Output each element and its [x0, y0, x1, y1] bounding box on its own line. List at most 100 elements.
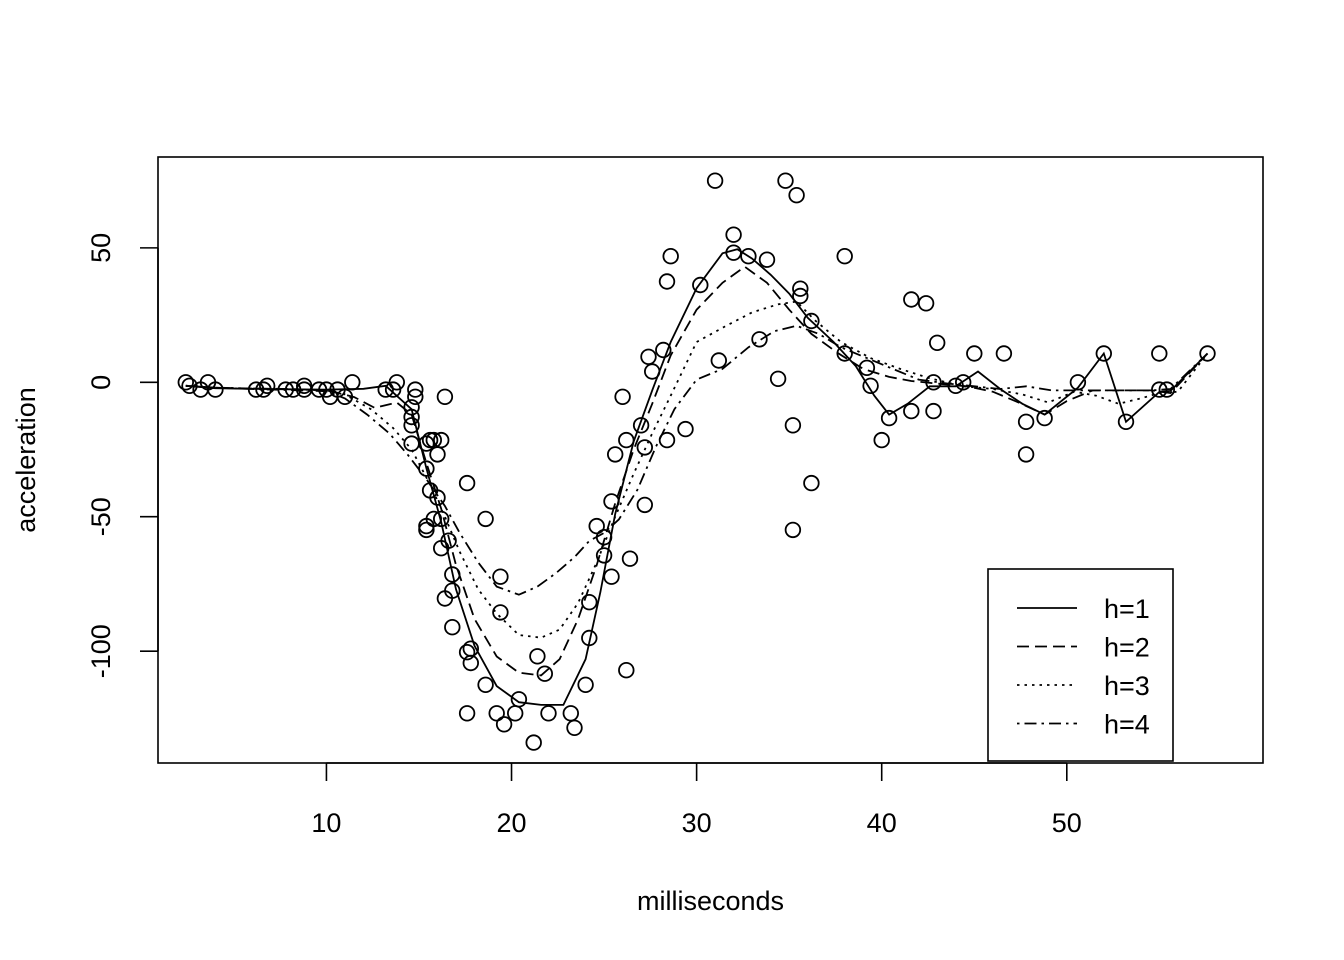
- y-tick-label: -50: [86, 497, 116, 536]
- data-point: [658, 273, 676, 290]
- data-point: [595, 547, 613, 564]
- data-point: [903, 402, 920, 420]
- data-point: [655, 341, 672, 359]
- data-point: [706, 172, 724, 189]
- data-point: [903, 291, 920, 308]
- data-point: [444, 566, 461, 583]
- data-point: [581, 629, 598, 647]
- data-point: [636, 439, 654, 456]
- data-point: [566, 719, 583, 737]
- y-tick-label: 0: [86, 375, 116, 390]
- data-point: [1151, 345, 1168, 362]
- data-point: [247, 381, 265, 398]
- data-point: [758, 251, 776, 268]
- series-line-4: [185, 324, 1209, 596]
- data-point: [418, 460, 435, 477]
- data-point: [433, 510, 450, 528]
- y-axis: -100 -50 0 50: [86, 233, 159, 678]
- y-axis-label: acceleration: [11, 387, 41, 533]
- data-point: [425, 510, 443, 528]
- data-point: [458, 705, 476, 722]
- data-point: [603, 568, 620, 585]
- data-point: [929, 334, 946, 352]
- data-points: [177, 172, 1216, 751]
- data-point: [1199, 345, 1216, 362]
- data-point: [925, 374, 942, 391]
- data-point: [1017, 413, 1035, 431]
- data-point: [407, 388, 424, 406]
- data-point: [966, 345, 983, 362]
- series-lines: [185, 248, 1209, 706]
- x-tick-label: 40: [867, 808, 897, 838]
- data-point: [429, 489, 446, 506]
- data-point: [862, 377, 879, 395]
- data-point: [1036, 409, 1053, 427]
- data-point: [177, 374, 195, 391]
- data-point: [458, 644, 476, 661]
- data-point: [725, 244, 742, 261]
- series-line-3: [185, 300, 1209, 639]
- data-point: [803, 312, 820, 330]
- data-point: [429, 446, 446, 463]
- data-point: [477, 510, 494, 528]
- data-point: [618, 662, 635, 679]
- data-point: [296, 377, 313, 395]
- data-point: [403, 435, 420, 452]
- data-point: [462, 640, 480, 657]
- data-point: [603, 493, 620, 510]
- data-point: [873, 431, 890, 449]
- data-point: [444, 582, 461, 599]
- data-point: [577, 676, 594, 694]
- data-point: [995, 345, 1013, 362]
- data-point: [529, 648, 546, 665]
- data-point: [1069, 374, 1087, 391]
- data-point: [769, 370, 787, 388]
- data-point: [492, 604, 509, 621]
- data-point: [1117, 413, 1135, 431]
- data-point: [336, 388, 354, 406]
- data-point: [947, 377, 964, 395]
- data-point: [540, 705, 557, 722]
- data-point: [858, 359, 876, 377]
- x-axis: 10 20 30 40 50: [311, 762, 1082, 838]
- legend-label-4: h=4: [1104, 710, 1150, 740]
- data-point: [207, 381, 224, 398]
- data-point: [403, 417, 420, 434]
- data-point: [507, 705, 524, 722]
- data-point: [1158, 381, 1176, 398]
- data-point: [477, 676, 494, 694]
- data-point: [259, 377, 276, 395]
- data-point: [618, 431, 635, 449]
- data-point: [407, 381, 424, 398]
- data-point: [636, 496, 654, 514]
- data-point: [418, 435, 435, 452]
- data-point: [677, 420, 694, 438]
- data-point: [388, 374, 406, 391]
- data-point: [492, 568, 509, 585]
- data-point: [255, 381, 272, 398]
- data-point: [917, 295, 935, 312]
- data-point: [955, 374, 972, 391]
- data-point: [581, 594, 598, 611]
- x-tick-label: 10: [311, 808, 341, 838]
- x-tick-label: 30: [682, 808, 712, 838]
- data-point: [692, 276, 709, 294]
- data-point: [181, 377, 198, 395]
- x-tick-label: 50: [1052, 808, 1082, 838]
- data-point: [640, 348, 657, 366]
- data-point: [777, 172, 794, 189]
- data-point: [1017, 446, 1035, 463]
- data-point: [403, 408, 420, 426]
- data-point: [614, 388, 631, 406]
- data-point: [495, 716, 513, 733]
- data-point: [836, 248, 853, 265]
- data-point: [632, 417, 650, 434]
- data-point: [740, 248, 757, 265]
- legend-label-1: h=1: [1104, 594, 1150, 624]
- data-point: [621, 550, 639, 567]
- data-point: [792, 287, 809, 305]
- legend-box: [987, 568, 1174, 762]
- data-point: [788, 186, 805, 204]
- legend: h=1 h=2 h=3 h=4: [987, 568, 1174, 762]
- data-point: [525, 734, 542, 751]
